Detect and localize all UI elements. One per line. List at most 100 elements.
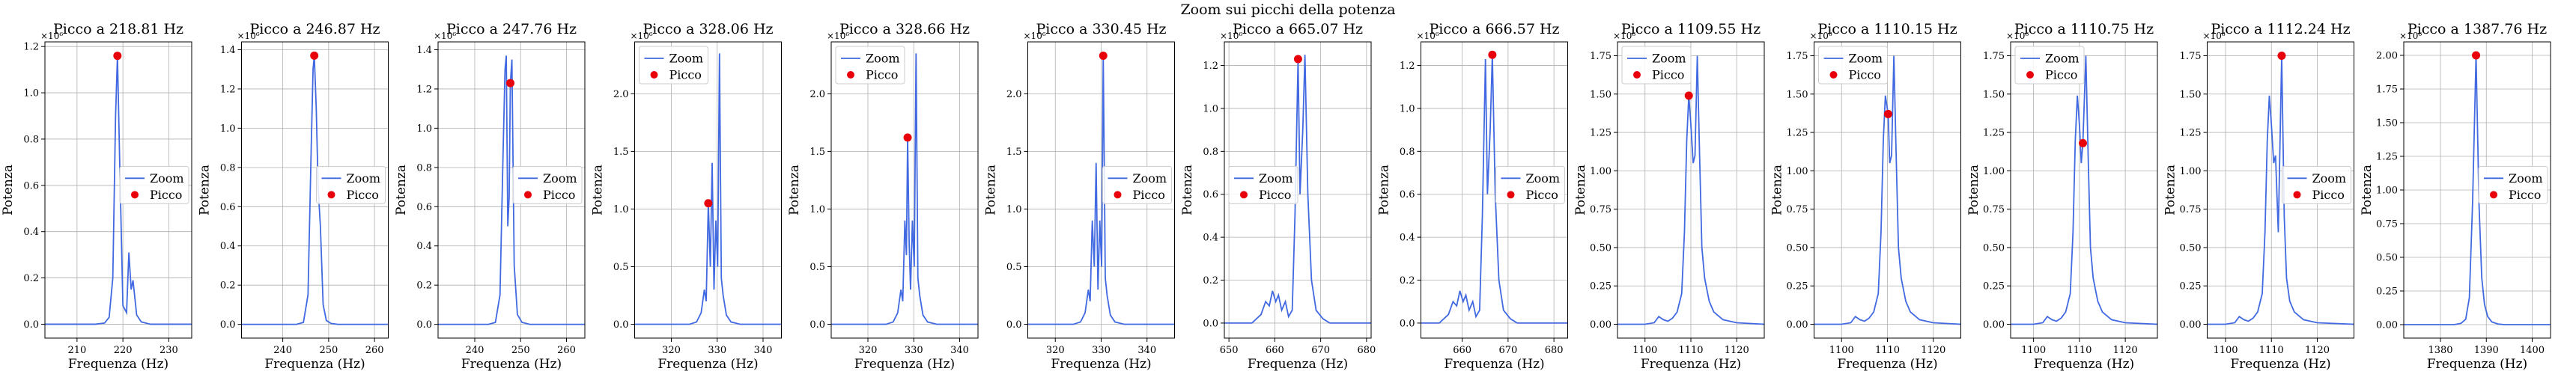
legend-marker-picco	[2490, 191, 2497, 199]
y-tick-label: 0.4	[23, 227, 39, 238]
y-tick-label: 0.0	[1006, 319, 1022, 331]
y-multiplier-label: ×10⁶	[2203, 31, 2226, 41]
x-tick-label: 670	[1311, 345, 1330, 356]
subplot-2: 240 250 2600.00.20.40.60.81.01.21.4×10⁶Pic…	[198, 21, 389, 372]
y-axis-label: Potenza	[1573, 165, 1588, 215]
axes-frame	[2010, 41, 2158, 339]
y-tick-label: 1.0	[220, 123, 236, 135]
y-tick-label: 0.75	[1590, 204, 1611, 215]
y-tick-label: 0.0	[1400, 318, 1415, 329]
x-axis-label: Frequenza (Hz)	[461, 357, 562, 372]
legend-marker-picco	[650, 71, 658, 79]
subplot-title: Picco a 1109.55 Hz	[1621, 21, 1761, 37]
subplot-title: Picco a 666.57 Hz	[1429, 21, 1559, 37]
legend-label-zoom: Zoom	[2312, 171, 2347, 186]
subplot-title: Picco a 246.87 Hz	[249, 21, 380, 37]
subplot-11: 1100 1110 1120 0.00 0.25 0.50 0.75 1.00 1.25 1.50…	[1966, 21, 2158, 372]
y-tick-label: 1.4	[220, 45, 236, 56]
y-tick-label: 0.0	[1203, 318, 1218, 329]
x-tick-label: 260	[557, 345, 576, 356]
x-tick-label: 330	[708, 345, 726, 356]
series-line-zoom	[831, 53, 978, 325]
legend-label-zoom: Zoom	[1259, 171, 1293, 186]
series-line-zoom	[1421, 55, 1568, 324]
y-tick-label: 1.50	[1983, 89, 2005, 100]
legend-label-picco: Picco	[1849, 68, 1881, 82]
x-tick-label: 320	[662, 345, 681, 356]
peak-marker	[1488, 50, 1497, 59]
peak-marker	[903, 133, 912, 142]
y-multiplier-label: ×10⁶	[1220, 31, 1242, 41]
y-tick-label: 1.50	[1590, 89, 1611, 100]
subplot-title: Picco a 330.45 Hz	[1036, 21, 1166, 37]
y-tick-label: 1.25	[1590, 128, 1611, 139]
y-tick-label: 0.25	[2376, 286, 2398, 298]
y-tick-label: 0.8	[23, 134, 39, 145]
y-tick-label: 1.4	[416, 45, 432, 56]
subplot-title: Picco a 328.06 Hz	[643, 21, 773, 37]
y-tick-label: 0.0	[23, 319, 39, 331]
y-tick-label: 1.50	[2180, 89, 2202, 100]
y-axis-label: Potenza	[1, 165, 16, 215]
series-line-zoom	[1224, 55, 1371, 324]
x-axis-label: Frequenza (Hz)	[2230, 357, 2330, 372]
y-tick-label: 0.25	[1787, 281, 1808, 292]
y-tick-label: 0.50	[1983, 242, 2005, 254]
y-tick-label: 1.00	[1590, 166, 1611, 177]
legend-label-zoom: Zoom	[543, 171, 577, 186]
legend-marker-picco	[327, 191, 335, 199]
x-tick-label: 680	[1357, 345, 1376, 356]
x-tick-label: 320	[859, 345, 878, 356]
axes-frame	[437, 41, 586, 339]
legend-label-picco: Picco	[1526, 188, 1558, 202]
x-axis-label: Frequenza (Hz)	[264, 357, 365, 372]
y-axis-label: Potenza	[394, 165, 409, 215]
y-tick-label: 1.25	[2180, 128, 2202, 139]
subplot-10: 1100 1110 1120 0.00 0.25 0.50 0.75 1.00 1.25 1.50…	[1770, 21, 1961, 372]
y-tick-label: 1.0	[1203, 103, 1218, 114]
axes-frame	[830, 41, 979, 339]
y-tick-label: 1.0	[23, 88, 39, 99]
legend: Zoom Picco	[835, 46, 905, 85]
x-tick-label: 240	[273, 345, 292, 356]
axes-frame	[634, 41, 782, 339]
y-multiplier-label: ×10⁶	[2399, 31, 2422, 41]
subplot-7: 650 660 670 6800.00.20.40.60.81.01.2×10⁶Pic…	[1180, 21, 1376, 372]
x-tick-label: 1110	[2259, 345, 2284, 356]
y-tick-label: 2.0	[809, 89, 825, 100]
y-tick-label: 0.5	[1006, 262, 1022, 273]
y-tick-label: 1.25	[2376, 152, 2398, 163]
x-axis-label: Frequenza (Hz)	[2427, 357, 2527, 372]
legend: Zoom Picco	[2014, 46, 2085, 85]
y-tick-label: 0.4	[1203, 233, 1218, 244]
peak-marker	[2277, 51, 2286, 60]
x-axis-label: Frequenza (Hz)	[1641, 357, 1741, 372]
legend: Zoom Picco	[512, 165, 583, 204]
subplot-grid: 210 220 2300.00.20.40.60.81.01.2×10⁶Picco …	[1, 21, 2551, 372]
legend-marker-picco	[1829, 71, 1838, 79]
y-tick-label: 0.50	[2180, 242, 2202, 254]
y-tick-label: 0.4	[220, 241, 236, 252]
subplot-title: Picco a 1110.75 Hz	[2014, 21, 2154, 37]
y-tick-label: 1.2	[1203, 61, 1218, 72]
y-tick-label: 1.2	[220, 84, 236, 95]
x-axis-label: Frequenza (Hz)	[1248, 357, 1348, 372]
legend: Zoom Picco	[1495, 165, 1565, 204]
peak-marker	[1883, 109, 1892, 118]
y-tick-label: 1.50	[1787, 89, 1808, 100]
subplot-title: Picco a 328.66 Hz	[839, 21, 970, 37]
y-axis-label: Potenza	[1770, 165, 1785, 215]
y-axis-label: Potenza	[2163, 165, 2178, 215]
legend-label-zoom: Zoom	[1526, 171, 1561, 186]
x-tick-label: 240	[466, 345, 484, 356]
legend-marker-picco	[2026, 71, 2034, 79]
x-tick-label: 340	[754, 345, 773, 356]
subplot-title: Picco a 1110.15 Hz	[1817, 21, 1957, 37]
y-tick-label: 0.5	[613, 262, 629, 273]
y-axis-label: Potenza	[787, 165, 802, 215]
y-tick-label: 0.75	[1787, 204, 1808, 215]
legend-label-picco: Picco	[1133, 188, 1165, 202]
legend-marker-picco	[524, 191, 532, 199]
subplot-13: 1380 1390 1400 0.00 0.25 0.50 0.75 1.00 1.25 1.50…	[2360, 21, 2551, 372]
